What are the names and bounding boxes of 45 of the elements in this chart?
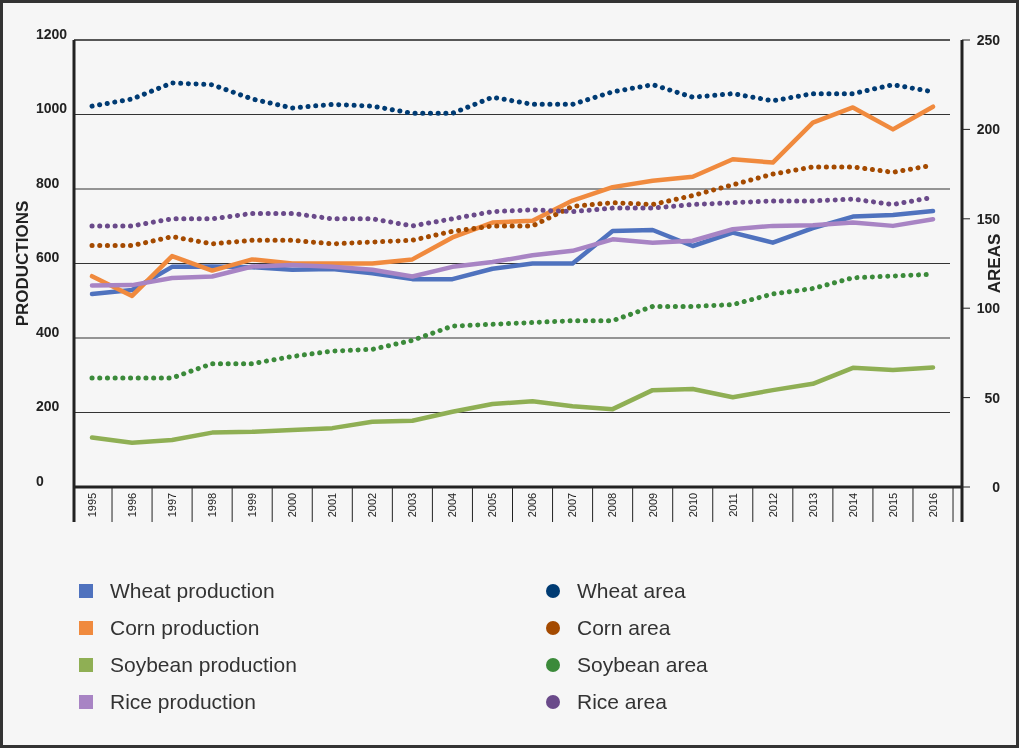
y-tick-label: 0 <box>36 472 44 489</box>
legend-label: Corn area <box>577 616 671 640</box>
legend-label: Soybean area <box>577 653 709 677</box>
x-tick-label: 1999 <box>246 492 259 518</box>
y-tick-label: 800 <box>36 174 60 191</box>
x-tick-label: 2002 <box>366 492 379 518</box>
x-tick-label: 1995 <box>85 492 98 518</box>
y2-tick-label: 100 <box>976 300 1001 317</box>
y-tick-label: 600 <box>36 249 60 266</box>
x-tick-label: 2001 <box>326 492 339 518</box>
x-tick-label: 1996 <box>125 492 138 518</box>
x-tick-label: 2009 <box>646 492 659 518</box>
y2-tick-label: 0 <box>992 478 1001 495</box>
legend-label: Soybean production <box>110 653 297 677</box>
y-tick-label: 400 <box>36 323 60 340</box>
legend-label: Corn production <box>110 616 260 640</box>
x-tick-label: 1997 <box>165 492 178 518</box>
x-tick-label: 1998 <box>205 492 218 518</box>
y-tick-label: 200 <box>36 398 60 415</box>
y2-tick-label: 150 <box>976 210 1001 227</box>
x-tick-label: 2000 <box>286 492 299 518</box>
legend-label: Rice production <box>110 690 256 714</box>
y-axis-title: PRODUCTIONS <box>13 200 32 327</box>
x-tick-label: 2016 <box>926 492 939 518</box>
x-tick-label: 2006 <box>526 492 539 518</box>
x-tick-label: 2003 <box>406 492 419 518</box>
y-tick-label: 1200 <box>36 25 68 42</box>
x-tick-label: 2008 <box>606 492 619 518</box>
x-tick-label: 2012 <box>766 492 779 518</box>
x-tick-label: 2010 <box>686 492 699 518</box>
legend-label: Wheat area <box>577 579 686 603</box>
legend-label: Rice area <box>577 690 668 714</box>
x-tick-label: 2007 <box>566 492 579 518</box>
legend-label: Wheat production <box>110 579 275 603</box>
y2-axis-title: AREAS <box>985 233 1004 294</box>
x-tick-label: 2015 <box>886 492 899 518</box>
y-tick-label: 1000 <box>36 100 68 117</box>
x-tick-label: 2011 <box>726 493 739 517</box>
x-tick-label: 2005 <box>486 492 499 518</box>
y2-tick-label: 250 <box>976 31 1001 48</box>
y2-tick-label: 50 <box>984 389 1001 406</box>
x-tick-label: 2004 <box>446 492 459 518</box>
x-tick-label: 2013 <box>806 492 819 518</box>
y2-tick-label: 200 <box>976 121 1001 138</box>
x-tick-label: 2014 <box>846 492 859 518</box>
